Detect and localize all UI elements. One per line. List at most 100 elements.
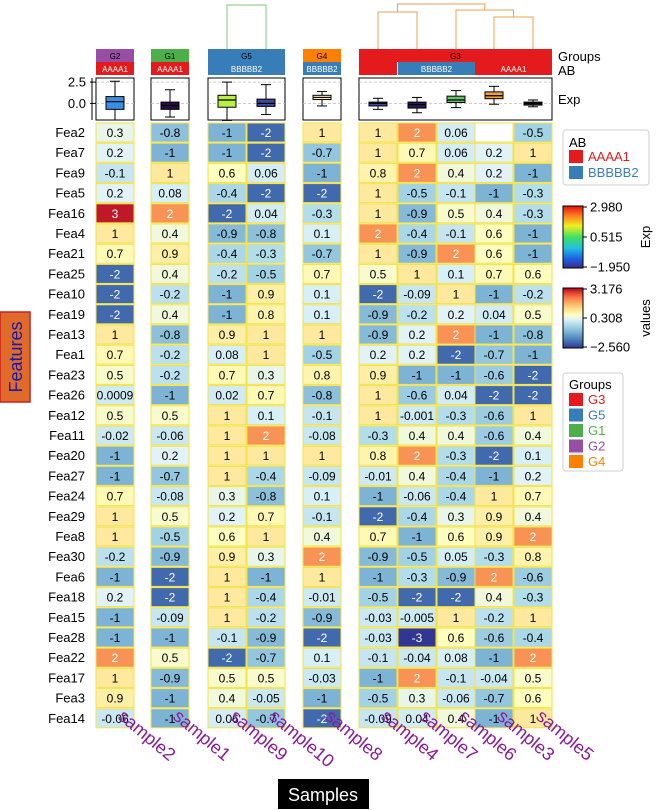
- cell-value-label: 1: [491, 490, 498, 504]
- cell-value-label: 1: [224, 611, 231, 625]
- heatmap-cell: [474, 688, 514, 709]
- cell-value-label: 1: [224, 469, 231, 483]
- heatmap-cell: [95, 203, 135, 224]
- cell-value-label: -0.7: [312, 146, 333, 160]
- cell-value-label: -1: [317, 166, 328, 180]
- cell-value-label: 1: [224, 409, 231, 423]
- cell-value-label: -1: [373, 570, 384, 584]
- heatmap-cell: [95, 263, 135, 284]
- heatmap-cell: [474, 506, 514, 527]
- cell-value-label: -0.6: [523, 570, 544, 584]
- heatmap-cell: [302, 607, 342, 628]
- heatmap-cell: [397, 364, 437, 385]
- cell-value-label: 0.05: [444, 550, 468, 564]
- feature-label: Fea2: [55, 125, 85, 140]
- heatmap-cell: [150, 445, 190, 466]
- cell-value-label: 0.1: [314, 308, 331, 322]
- cell-value-label: -1: [110, 570, 121, 584]
- heatmap-cell: [207, 667, 247, 688]
- dendrogram-branch: [397, 3, 486, 12]
- heatmap-cell: [246, 627, 286, 648]
- cell-value-label: 0.6: [525, 267, 542, 281]
- cell-value-label: -0.8: [256, 227, 277, 241]
- heatmap-cell: [397, 122, 437, 143]
- heatmap-cell: [95, 364, 135, 385]
- heatmap-cell: [397, 324, 437, 345]
- groups-annotation-bar: G2 G1 G5 G4 G3: [96, 49, 552, 62]
- heatmap-cell: [302, 667, 342, 688]
- cell-value-label: -2: [317, 187, 328, 201]
- heatmap-cell: [95, 405, 135, 426]
- cell-value-label: -0.4: [446, 490, 467, 504]
- cell-value-label: 1: [414, 267, 421, 281]
- heatmap-cell: [513, 647, 553, 668]
- feature-label: Fea11: [49, 428, 85, 443]
- cell-value-label: -0.08: [156, 490, 184, 504]
- heatmap-cell: [513, 486, 553, 507]
- heatmap-cell: [513, 425, 553, 446]
- ab-bar-cell: [246, 62, 247, 75]
- cell-value-label: 1: [453, 611, 460, 625]
- colorbar-tick-label: 3.176: [590, 282, 623, 297]
- cell-value-label: 0.2: [448, 308, 465, 322]
- cell-value-label: -0.7: [256, 651, 277, 665]
- ab-bar-label: BBBBB2: [421, 65, 453, 74]
- cell-value-label: 1: [530, 146, 537, 160]
- cell-value-label: 1: [167, 166, 174, 180]
- heatmap-cell: [474, 486, 514, 507]
- heatmap-cell: [207, 486, 247, 507]
- cell-value-label: 0.4: [486, 591, 503, 605]
- cell-value-label: -0.06: [101, 712, 129, 726]
- cell-value-label: -0.8: [256, 490, 277, 504]
- cell-value-label: 0.3: [258, 550, 275, 564]
- heatmap-cell: [95, 486, 135, 507]
- cell-value-label: 2: [491, 570, 498, 584]
- cell-value-label: 2: [453, 247, 460, 261]
- heatmap-cell: [513, 465, 553, 486]
- heatmap-cell: [207, 385, 247, 406]
- heatmap-cell: [474, 566, 514, 587]
- heatmap-cell: [358, 364, 398, 385]
- heatmap-cell: [397, 405, 437, 426]
- legend-ab-label: AAAA1: [588, 149, 630, 164]
- cell-value-label: -1: [165, 389, 176, 403]
- cell-value-label: -2: [222, 651, 233, 665]
- cell-value-label: 0.06: [215, 712, 239, 726]
- heatmap-cell: [207, 607, 247, 628]
- cell-value-label: 0.04: [405, 712, 429, 726]
- heatmap-cell: [246, 526, 286, 547]
- cell-value-label: -0.005: [400, 611, 434, 625]
- heatmap-cell: [246, 445, 286, 466]
- feature-label: Fea15: [48, 610, 85, 625]
- heatmap-cell: [513, 243, 553, 264]
- cell-value-label: 0.9: [486, 510, 503, 524]
- cell-value-label: 0.6: [219, 530, 236, 544]
- heatmap-cell: [302, 142, 342, 163]
- cell-value-label: 0.5: [162, 409, 179, 423]
- cell-value-label: 0.7: [107, 490, 124, 504]
- heatmap-cell: [358, 667, 398, 688]
- heatmap-cell: [474, 445, 514, 466]
- heatmap-cell: [207, 162, 247, 183]
- cell-value-label: -0.6: [407, 389, 428, 403]
- cell-value-label: -0.9: [368, 550, 389, 564]
- heatmap-cell: [207, 263, 247, 284]
- exp-boxplot-annotation: [95, 77, 553, 121]
- heatmap-cell: [397, 486, 437, 507]
- cell-value-label: 0.6: [448, 530, 465, 544]
- heatmap-cell: [474, 284, 514, 305]
- heatmap-cell: [358, 506, 398, 527]
- cell-value-label: -0.8: [523, 328, 544, 342]
- heatmap-cell: [207, 284, 247, 305]
- cell-value-label: -0.4: [217, 247, 238, 261]
- cell-value-label: -0.2: [484, 611, 505, 625]
- heatmap-cell: [358, 385, 398, 406]
- legend-group-swatch: [569, 424, 583, 437]
- cell-value-label: -0.9: [407, 247, 428, 261]
- cell-value-label: 1: [224, 449, 231, 463]
- cell-value-label: 0.6: [486, 227, 503, 241]
- cell-value-label: 0.5: [162, 510, 179, 524]
- heatmap-cell: [246, 162, 286, 183]
- legend-group-label: G2: [588, 439, 605, 454]
